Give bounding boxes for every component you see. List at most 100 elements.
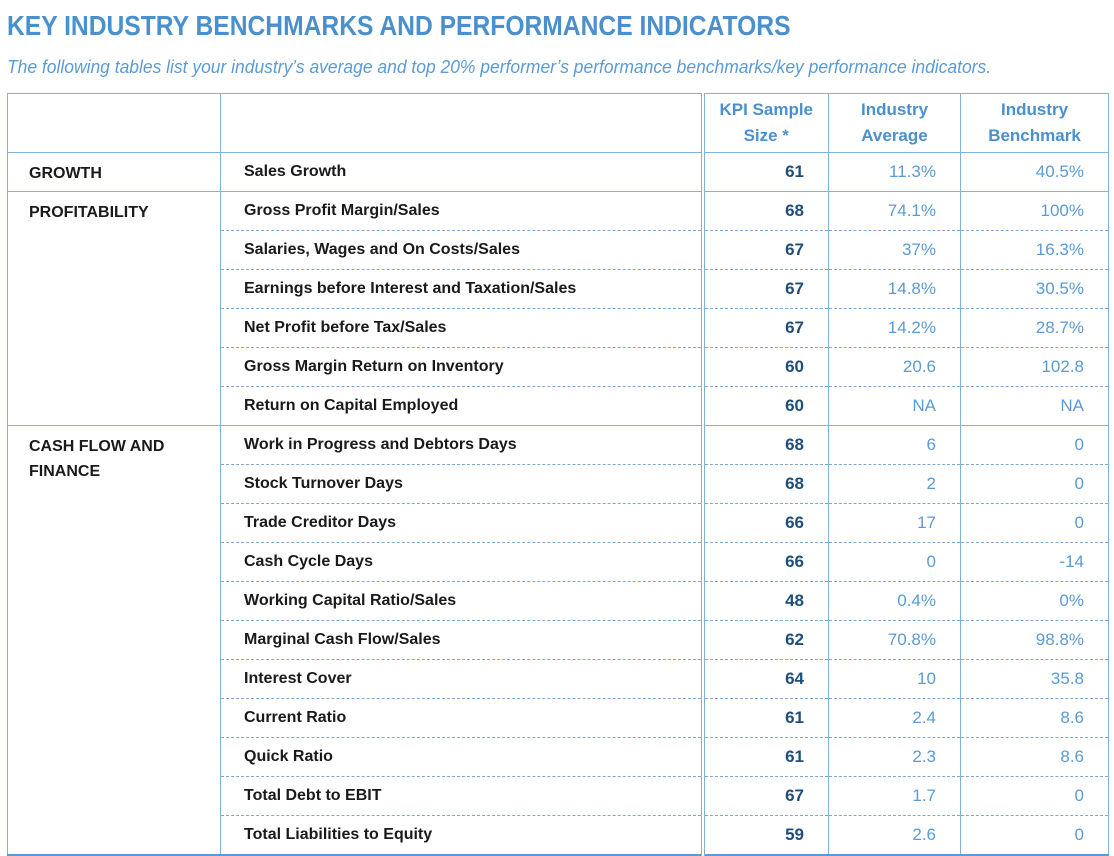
table-row: Net Profit before Tax/Sales 67 14.2% 28.… (8, 308, 1109, 348)
sample-size-cell: 67 (700, 308, 829, 348)
sample-size-cell: 66 (700, 542, 829, 582)
table-row: Interest Cover 64 10 35.8 (8, 659, 1109, 699)
industry-average-cell: 37% (828, 230, 961, 270)
table-row: Earnings before Interest and Taxation/Sa… (8, 269, 1109, 309)
industry-benchmark-cell: 0% (960, 581, 1109, 621)
sample-size-cell: 67 (700, 776, 829, 816)
industry-benchmark-cell: NA (960, 386, 1109, 426)
metric-cell: Current Ratio (220, 698, 703, 738)
industry-benchmark-cell: 0 (960, 464, 1109, 504)
category-cell-cash-flow-and-finance: CASH FLOW AND FINANCE (7, 425, 221, 855)
industry-average-cell: 74.1% (828, 191, 961, 231)
table-row: Stock Turnover Days 68 2 0 (8, 464, 1109, 504)
table-row: Quick Ratio 61 2.3 8.6 (8, 737, 1109, 777)
table-row: Working Capital Ratio/Sales 48 0.4% 0% (8, 581, 1109, 621)
page-subtitle: The following tables list your industry’… (7, 57, 992, 77)
table-row: Salaries, Wages and On Costs/Sales 67 37… (8, 230, 1109, 270)
metric-cell: Trade Creditor Days (220, 503, 703, 543)
industry-average-cell: 0 (828, 542, 961, 582)
metric-cell: Quick Ratio (220, 737, 703, 777)
industry-benchmark-cell: 0 (960, 425, 1109, 465)
sample-size-cell: 61 (700, 737, 829, 777)
table-row: GROWTH Sales Growth 61 11.3% 40.5% (7, 152, 1109, 192)
sample-size-cell: 60 (700, 386, 829, 426)
industry-benchmark-cell: 28.7% (960, 308, 1109, 348)
table-row: Trade Creditor Days 66 17 0 (8, 503, 1109, 543)
metric-cell: Work in Progress and Debtors Days (220, 425, 703, 465)
industry-benchmark-cell: 0 (960, 503, 1109, 543)
industry-average-cell: 1.7 (828, 776, 961, 816)
table-row: CASH FLOW AND FINANCE Work in Progress a… (7, 425, 1109, 855)
table-row: Total Debt to EBIT 67 1.7 0 (8, 776, 1109, 816)
industry-benchmark-cell: 40.5% (960, 152, 1109, 192)
metric-cell: Total Liabilities to Equity (220, 815, 703, 855)
sample-size-cell: 61 (700, 698, 829, 738)
industry-average-cell: 2 (828, 464, 961, 504)
table-row: PROFITABILITY Gross Profit Margin/Sales … (7, 191, 1109, 426)
sample-size-cell: 68 (700, 425, 829, 465)
industry-average-cell: 2.4 (828, 698, 961, 738)
industry-average-cell: 14.8% (828, 269, 961, 309)
metric-cell: Return on Capital Employed (220, 386, 703, 426)
table-row: Cash Cycle Days 66 0 -14 (8, 542, 1109, 582)
sample-size-cell: 62 (700, 620, 829, 660)
sample-size-cell: 61 (700, 152, 829, 192)
sample-size-cell: 68 (700, 464, 829, 504)
industry-average-cell: 2.3 (828, 737, 961, 777)
column-header-kpi-sample-size: KPI Sample Size * (700, 93, 829, 153)
metric-cell: Gross Profit Margin/Sales (220, 191, 703, 231)
industry-benchmark-cell: 102.8 (960, 347, 1109, 387)
sample-size-cell: 60 (700, 347, 829, 387)
table-row: Return on Capital Employed 60 NA NA (8, 386, 1109, 426)
industry-benchmark-cell: 30.5% (960, 269, 1109, 309)
sample-size-cell: 68 (700, 191, 829, 231)
category-cell-growth: GROWTH (7, 152, 221, 192)
industry-benchmark-cell: 100% (960, 191, 1109, 231)
metric-cell: Cash Cycle Days (220, 542, 703, 582)
metric-cell: Earnings before Interest and Taxation/Sa… (220, 269, 703, 309)
industry-average-cell: 14.2% (828, 308, 961, 348)
industry-average-cell: 11.3% (828, 152, 961, 192)
table-header-row: KPI Sample Size * Industry Average Indus… (7, 93, 1109, 153)
metric-cell: Marginal Cash Flow/Sales (220, 620, 703, 660)
table-row: Marginal Cash Flow/Sales 62 70.8% 98.8% (8, 620, 1109, 660)
industry-benchmark-cell: 35.8 (960, 659, 1109, 699)
sample-size-cell: 64 (700, 659, 829, 699)
industry-benchmark-cell: 98.8% (960, 620, 1109, 660)
industry-average-cell: 20.6 (828, 347, 961, 387)
header-category-cell (7, 93, 221, 153)
metric-cell: Working Capital Ratio/Sales (220, 581, 703, 621)
industry-average-cell: 70.8% (828, 620, 961, 660)
metric-cell: Sales Growth (220, 152, 703, 192)
metric-cell: Gross Margin Return on Inventory (220, 347, 703, 387)
benchmarks-table: KPI Sample Size * Industry Average Indus… (7, 93, 1109, 856)
table-row: Gross Margin Return on Inventory 60 20.6… (8, 347, 1109, 387)
table-row: Current Ratio 61 2.4 8.6 (8, 698, 1109, 738)
sample-size-cell: 59 (700, 815, 829, 855)
metric-cell: Salaries, Wages and On Costs/Sales (220, 230, 703, 270)
industry-benchmark-cell: 8.6 (960, 737, 1109, 777)
industry-benchmark-cell: 16.3% (960, 230, 1109, 270)
header-metric-cell (220, 93, 703, 153)
sample-size-cell: 66 (700, 503, 829, 543)
table-row: Total Liabilities to Equity 59 2.6 0 (8, 815, 1109, 855)
metric-cell: Net Profit before Tax/Sales (220, 308, 703, 348)
industry-average-cell: 2.6 (828, 815, 961, 855)
sample-size-cell: 67 (700, 230, 829, 270)
industry-benchmark-cell: 0 (960, 776, 1109, 816)
industry-benchmark-cell: 8.6 (960, 698, 1109, 738)
industry-benchmark-cell: 0 (960, 815, 1109, 855)
industry-average-cell: NA (828, 386, 961, 426)
industry-average-cell: 6 (828, 425, 961, 465)
industry-average-cell: 0.4% (828, 581, 961, 621)
industry-benchmark-cell: -14 (960, 542, 1109, 582)
metric-cell: Stock Turnover Days (220, 464, 703, 504)
page-title: KEY INDUSTRY BENCHMARKS AND PERFORMANCE … (7, 10, 791, 41)
column-header-industry-benchmark: Industry Benchmark (960, 93, 1109, 153)
industry-average-cell: 17 (828, 503, 961, 543)
industry-average-cell: 10 (828, 659, 961, 699)
column-header-industry-average: Industry Average (828, 93, 961, 153)
sample-size-cell: 67 (700, 269, 829, 309)
metric-cell: Interest Cover (220, 659, 703, 699)
